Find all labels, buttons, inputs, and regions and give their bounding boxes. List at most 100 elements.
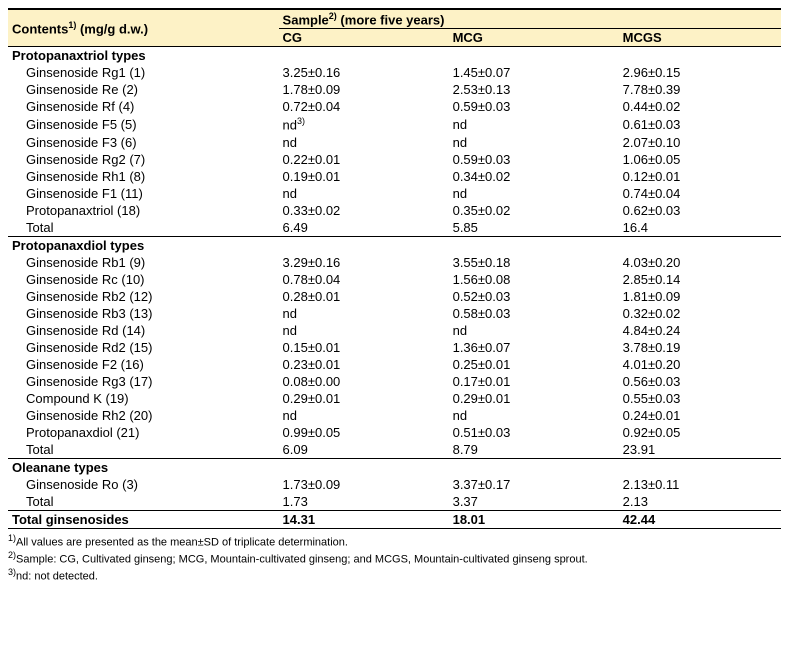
grand-total-row: Total ginsenosides 14.31 18.01 42.44 — [8, 510, 781, 528]
row-mcgs: 2.96±0.15 — [619, 64, 781, 81]
row-cg: 0.33±0.02 — [279, 202, 449, 219]
table-row: Total6.098.7923.91 — [8, 441, 781, 459]
row-cg: 0.99±0.05 — [279, 424, 449, 441]
row-mcgs: 3.78±0.19 — [619, 339, 781, 356]
row-mcgs: 0.61±0.03 — [619, 115, 781, 133]
row-mcgs: 4.84±0.24 — [619, 322, 781, 339]
row-name: Compound K (19) — [8, 390, 279, 407]
section-title: Protopanaxdiol types — [8, 236, 781, 254]
row-mcg: nd — [449, 185, 619, 202]
row-mcg: 3.37 — [449, 493, 619, 511]
row-cg: 0.72±0.04 — [279, 98, 449, 115]
section-header: Protopanaxdiol types — [8, 236, 781, 254]
footnote-2: 2)Sample: CG, Cultivated ginseng; MCG, M… — [8, 550, 781, 567]
row-cg: 0.23±0.01 — [279, 356, 449, 373]
row-mcg: 8.79 — [449, 441, 619, 459]
table-row: Ginsenoside Re (2)1.78±0.092.53±0.137.78… — [8, 81, 781, 98]
table-row: Ginsenoside F5 (5)nd3)nd0.61±0.03 — [8, 115, 781, 133]
table-row: Ginsenoside F3 (6)ndnd2.07±0.10 — [8, 134, 781, 151]
section-title: Oleanane types — [8, 458, 781, 476]
table-row: Total1.733.372.13 — [8, 493, 781, 511]
row-name: Ginsenoside Rg2 (7) — [8, 151, 279, 168]
row-mcgs: 0.32±0.02 — [619, 305, 781, 322]
row-name: Ginsenoside Rh2 (20) — [8, 407, 279, 424]
row-name: Ginsenoside Rh1 (8) — [8, 168, 279, 185]
row-mcg: nd — [449, 407, 619, 424]
table-row: Protopanaxtriol (18)0.33±0.020.35±0.020.… — [8, 202, 781, 219]
row-cg: 0.19±0.01 — [279, 168, 449, 185]
row-cg: 3.29±0.16 — [279, 254, 449, 271]
sample-note: (more five years) — [337, 12, 445, 27]
row-cg: 0.22±0.01 — [279, 151, 449, 168]
row-cg: nd — [279, 134, 449, 151]
row-mcg: 0.59±0.03 — [449, 98, 619, 115]
row-mcgs: 0.12±0.01 — [619, 168, 781, 185]
row-cg: nd3) — [279, 115, 449, 133]
row-mcg: 0.29±0.01 — [449, 390, 619, 407]
row-name: Ginsenoside Rg1 (1) — [8, 64, 279, 81]
table-row: Ginsenoside F1 (11)ndnd0.74±0.04 — [8, 185, 781, 202]
table-row: Total6.495.8516.4 — [8, 219, 781, 237]
sample-sup: 2) — [329, 11, 337, 21]
row-cg: 6.49 — [279, 219, 449, 237]
row-mcg: 0.34±0.02 — [449, 168, 619, 185]
row-cg: nd — [279, 322, 449, 339]
row-name: Ginsenoside F2 (16) — [8, 356, 279, 373]
row-mcgs: 1.81±0.09 — [619, 288, 781, 305]
row-name: Total — [8, 493, 279, 511]
row-cg: 0.08±0.00 — [279, 373, 449, 390]
table-row: Ginsenoside Rc (10)0.78±0.041.56±0.082.8… — [8, 271, 781, 288]
table-row: Ginsenoside Ro (3)1.73±0.093.37±0.172.13… — [8, 476, 781, 493]
table-row: Ginsenoside Rd2 (15)0.15±0.011.36±0.073.… — [8, 339, 781, 356]
row-name: Ginsenoside Rb1 (9) — [8, 254, 279, 271]
row-name: Ginsenoside Rf (4) — [8, 98, 279, 115]
row-mcg: nd — [449, 115, 619, 133]
row-mcgs: 16.4 — [619, 219, 781, 237]
row-mcgs: 7.78±0.39 — [619, 81, 781, 98]
col-cg: CG — [279, 29, 449, 47]
table-row: Protopanaxdiol (21)0.99±0.050.51±0.030.9… — [8, 424, 781, 441]
table-row: Ginsenoside Rb3 (13)nd0.58±0.030.32±0.02 — [8, 305, 781, 322]
row-mcg: 1.56±0.08 — [449, 271, 619, 288]
footnote-1: 1)All values are presented as the mean±S… — [8, 533, 781, 550]
row-mcgs: 1.06±0.05 — [619, 151, 781, 168]
row-name: Protopanaxtriol (18) — [8, 202, 279, 219]
row-mcg: 2.53±0.13 — [449, 81, 619, 98]
row-mcgs: 0.92±0.05 — [619, 424, 781, 441]
row-mcgs: 2.13 — [619, 493, 781, 511]
section-header: Oleanane types — [8, 458, 781, 476]
row-name: Ginsenoside Rg3 (17) — [8, 373, 279, 390]
row-mcg: 0.35±0.02 — [449, 202, 619, 219]
row-cg: nd — [279, 185, 449, 202]
row-name: Total — [8, 441, 279, 459]
row-name: Ginsenoside Rc (10) — [8, 271, 279, 288]
table-row: Ginsenoside Rd (14)ndnd4.84±0.24 — [8, 322, 781, 339]
row-mcg: 0.58±0.03 — [449, 305, 619, 322]
row-cg: 0.29±0.01 — [279, 390, 449, 407]
footnotes: 1)All values are presented as the mean±S… — [8, 533, 781, 584]
col-mcg: MCG — [449, 29, 619, 47]
grand-total-cg: 14.31 — [279, 510, 449, 528]
row-name: Ginsenoside F3 (6) — [8, 134, 279, 151]
row-name: Ginsenoside Rd2 (15) — [8, 339, 279, 356]
row-cg: 6.09 — [279, 441, 449, 459]
row-mcgs: 0.62±0.03 — [619, 202, 781, 219]
row-cg: 1.78±0.09 — [279, 81, 449, 98]
row-mcgs: 4.03±0.20 — [619, 254, 781, 271]
table-row: Ginsenoside Rf (4)0.72±0.040.59±0.030.44… — [8, 98, 781, 115]
row-mcgs: 2.07±0.10 — [619, 134, 781, 151]
row-mcgs: 23.91 — [619, 441, 781, 459]
row-name: Protopanaxdiol (21) — [8, 424, 279, 441]
row-cg: nd — [279, 305, 449, 322]
row-mcg: 0.17±0.01 — [449, 373, 619, 390]
table-row: Ginsenoside Rg3 (17)0.08±0.000.17±0.010.… — [8, 373, 781, 390]
row-mcg: 1.36±0.07 — [449, 339, 619, 356]
section-header: Protopanaxtriol types — [8, 47, 781, 65]
row-name: Ginsenoside Rb2 (12) — [8, 288, 279, 305]
table-row: Ginsenoside F2 (16)0.23±0.010.25±0.014.0… — [8, 356, 781, 373]
row-cg: 1.73 — [279, 493, 449, 511]
row-name: Ginsenoside Re (2) — [8, 81, 279, 98]
row-mcg: 3.37±0.17 — [449, 476, 619, 493]
sample-label: Sample — [283, 12, 329, 27]
row-mcg: nd — [449, 322, 619, 339]
